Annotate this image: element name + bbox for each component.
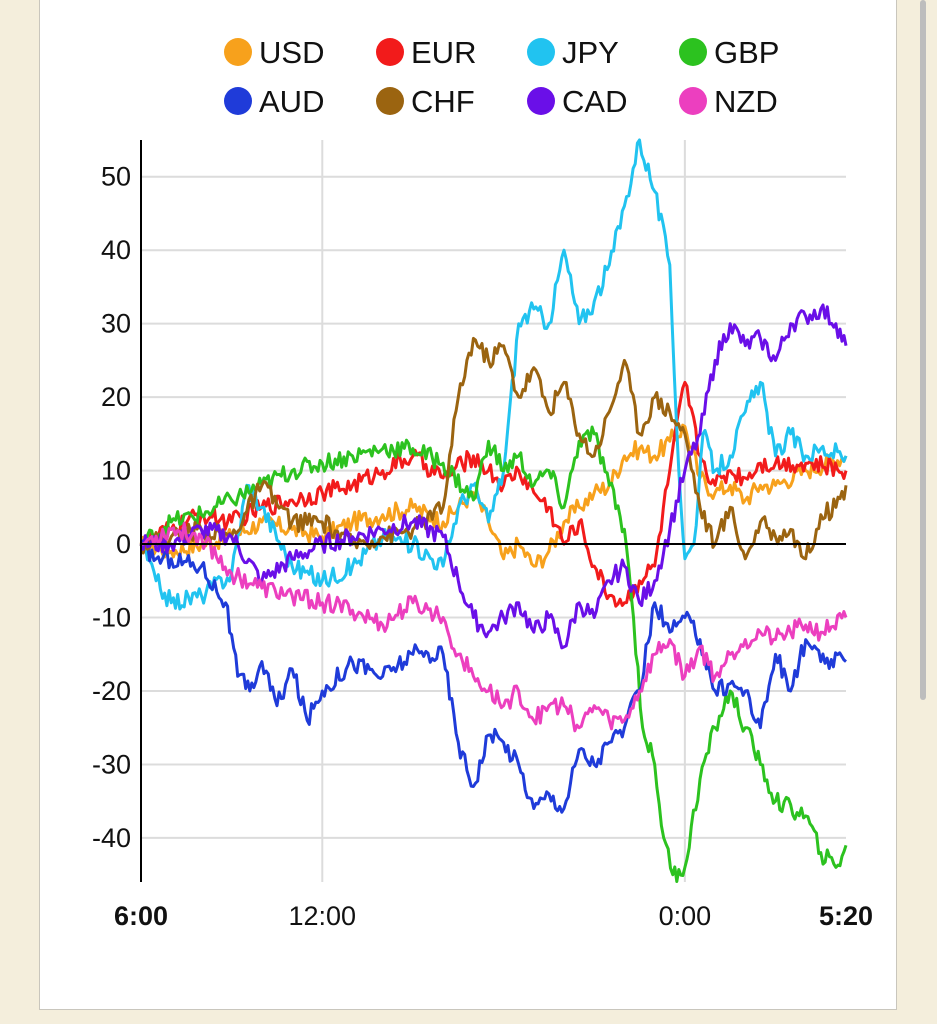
legend: USD EUR JPY GBP AUD CHF CAD NZD — [224, 35, 779, 119]
y-tick-label: -20 — [92, 676, 131, 706]
axes: 50 40 30 20 10 0 -10 -20 -30 -40 6:00 12:00 0:00 5:20 — [92, 140, 873, 931]
series-line-eur — [139, 380, 848, 608]
series-line-chf — [139, 336, 848, 561]
legend-swatch — [376, 87, 404, 115]
y-tick-label: -40 — [92, 823, 131, 853]
legend-item-gbp: GBP — [679, 35, 779, 70]
y-tick-label: 10 — [101, 456, 131, 486]
legend-swatch — [679, 87, 707, 115]
legend-item-usd: USD — [224, 35, 324, 70]
legend-label: USD — [259, 35, 324, 70]
grid — [141, 140, 846, 882]
legend-swatch — [224, 38, 252, 66]
legend-label: CHF — [411, 84, 475, 119]
y-tick-label: -30 — [92, 749, 131, 779]
y-tick-label: 0 — [116, 529, 131, 559]
series-line-cad — [139, 303, 848, 650]
legend-label: AUD — [259, 84, 324, 119]
y-tick-label: -10 — [92, 603, 131, 633]
legend-item-jpy: JPY — [527, 35, 619, 70]
legend-swatch — [224, 87, 252, 115]
legend-label: NZD — [714, 84, 778, 119]
y-tick-label: 50 — [101, 162, 131, 192]
legend-label: GBP — [714, 35, 779, 70]
x-tick-label: 12:00 — [288, 901, 356, 931]
x-tick-label: 0:00 — [659, 901, 712, 931]
series-line-aud — [139, 538, 847, 814]
x-tick-label: 5:20 — [819, 901, 873, 931]
y-tick-label: 30 — [101, 309, 131, 339]
legend-swatch — [527, 38, 555, 66]
legend-item-chf: CHF — [376, 84, 475, 119]
series-line-nzd — [140, 521, 848, 733]
legend-swatch — [527, 87, 555, 115]
series-lines — [139, 138, 848, 883]
legend-label: JPY — [562, 35, 619, 70]
x-tick-label: 6:00 — [114, 901, 168, 931]
y-tick-label: 40 — [101, 235, 131, 265]
legend-swatch — [679, 38, 707, 66]
series-line-usd — [139, 423, 848, 569]
legend-label: CAD — [562, 84, 627, 119]
y-tick-label: 20 — [101, 382, 131, 412]
legend-item-nzd: NZD — [679, 84, 778, 119]
legend-item-eur: EUR — [376, 35, 476, 70]
legend-item-cad: CAD — [527, 84, 627, 119]
legend-swatch — [376, 38, 404, 66]
legend-label: EUR — [411, 35, 476, 70]
series-line-jpy — [139, 138, 848, 611]
legend-item-aud: AUD — [224, 84, 324, 119]
scrollbar[interactable] — [920, 0, 926, 700]
